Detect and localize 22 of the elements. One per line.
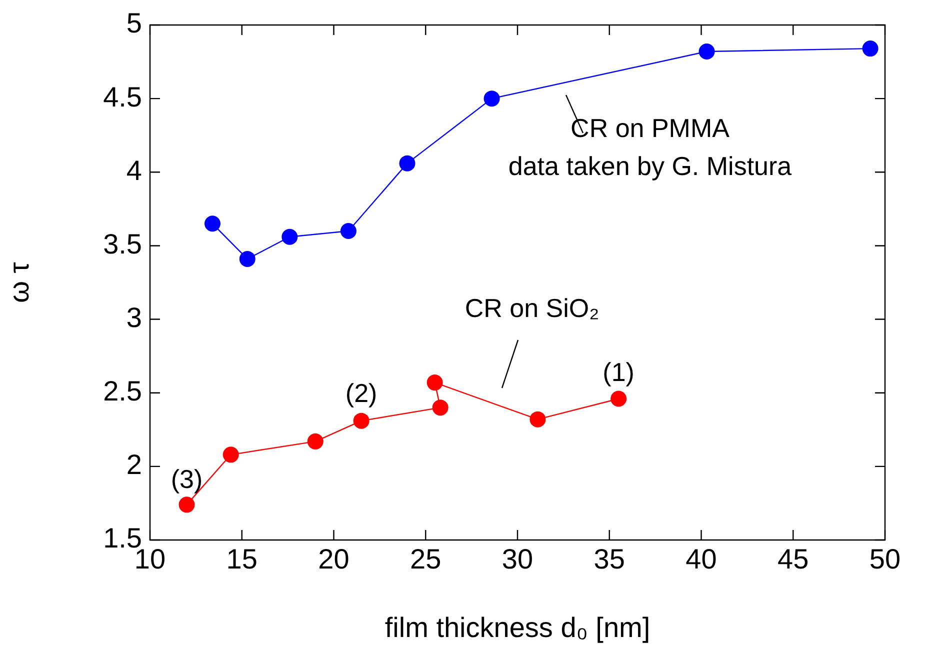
y-tick-label: 3 xyxy=(126,302,142,334)
x-tick-label: 40 xyxy=(686,544,717,575)
x-tick-label: 35 xyxy=(594,544,625,575)
annotation: (3) xyxy=(170,464,203,494)
x-tick-label: 50 xyxy=(869,544,901,575)
x-tick-label: 30 xyxy=(502,544,534,575)
y-tick-label: 4 xyxy=(126,154,142,186)
y-tick-label: 5 xyxy=(126,8,142,39)
annotation: CR on SiO₂ xyxy=(464,293,600,324)
x-axis-title: film thickness d₀ [nm] xyxy=(384,612,650,643)
annotation: (2) xyxy=(345,378,378,408)
y-tick-label: 4.5 xyxy=(103,81,142,112)
annotation: (1) xyxy=(602,356,634,387)
x-tick-label: 15 xyxy=(226,544,258,575)
x-tick-label: 20 xyxy=(318,544,350,575)
y-axis-title: ω τ xyxy=(4,262,35,303)
y-tick-label: 2 xyxy=(126,449,142,480)
x-tick-label: 25 xyxy=(410,544,442,575)
x-tick-label: 45 xyxy=(778,544,809,575)
annotation: CR on PMMA data taken by G. Mistura xyxy=(508,113,792,182)
y-tick-label: 3.5 xyxy=(103,228,142,260)
y-tick-label: 2.5 xyxy=(103,376,142,407)
